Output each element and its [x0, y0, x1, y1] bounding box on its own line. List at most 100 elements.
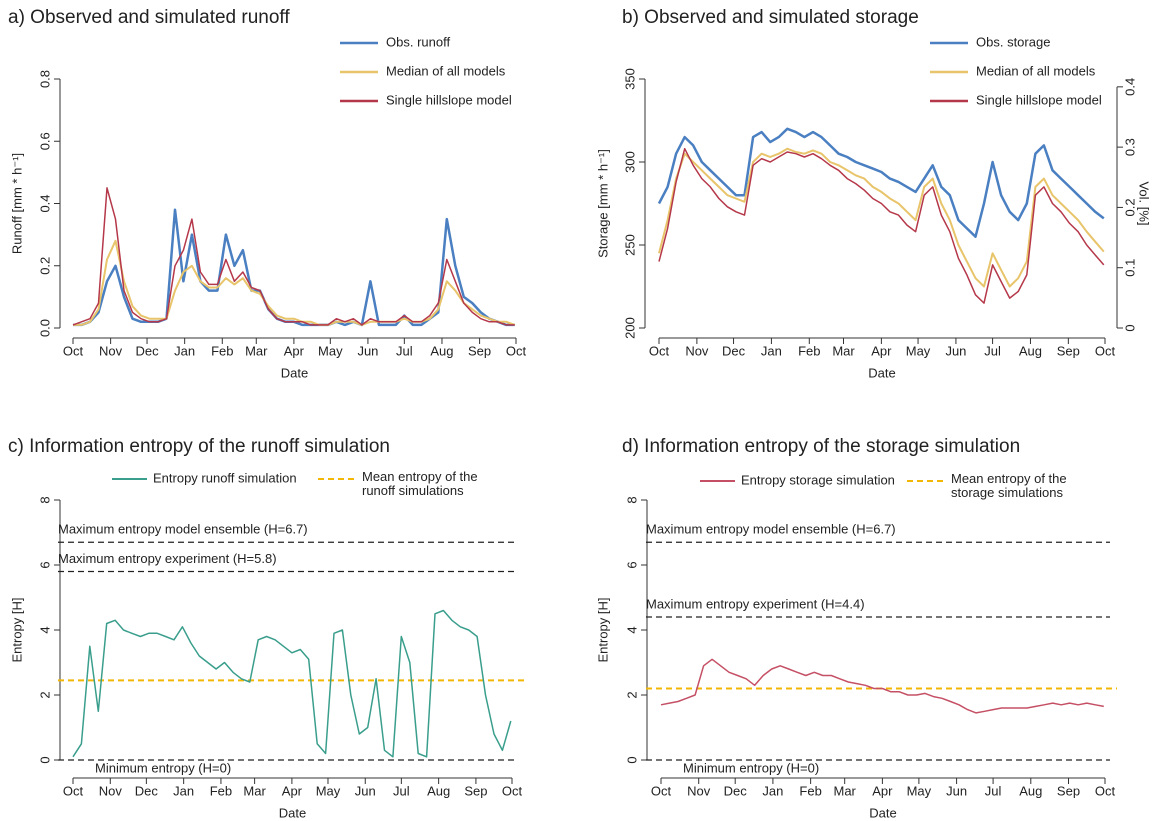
x-tick-label: May: [316, 783, 341, 798]
y-tick-label: 2: [37, 691, 52, 698]
y-tick-label: 4: [37, 626, 52, 633]
x-tick-label: Nov: [685, 343, 709, 358]
x-axis-label: Date: [281, 365, 308, 380]
x-tick-label: Jul: [393, 783, 410, 798]
x-tick-label: Dec: [135, 343, 159, 358]
x-tick-label: May: [906, 343, 931, 358]
x-tick-label: Jun: [357, 343, 378, 358]
x-tick-label: Feb: [211, 343, 233, 358]
x-tick-label: May: [907, 783, 932, 798]
y2-tick-label: 0.2: [1122, 198, 1137, 216]
legend-label: Median of all models: [976, 63, 1096, 78]
x-tick-label: Aug: [427, 783, 450, 798]
legend-label: Mean entropy of the storage simulations: [951, 472, 1067, 500]
x-tick-label: Oct: [63, 343, 84, 358]
x-axis-label: Date: [279, 805, 306, 820]
x-tick-label: Aug: [1019, 343, 1042, 358]
legend-label: Mean entropy of the runoff simulations: [362, 470, 478, 498]
y2-tick-label: 0.3: [1122, 138, 1137, 156]
y-tick-label: 4: [624, 626, 639, 633]
x-tick-label: Jul: [396, 343, 413, 358]
x-tick-label: Feb: [799, 783, 821, 798]
x-tick-label: Feb: [210, 783, 232, 798]
x-tick-label: May: [318, 343, 343, 358]
y-tick-label: 300: [622, 151, 637, 173]
legend-label: Single hillslope model: [386, 92, 512, 107]
x-tick-label: Apr: [871, 343, 892, 358]
y-axis-label: Entropy [H]: [595, 597, 610, 662]
x-tick-label: Dec: [722, 343, 746, 358]
chart-title: d) Information entropy of the storage si…: [622, 436, 1020, 457]
reference-label: Maximum entropy model ensemble (H=6.7): [646, 522, 896, 537]
x-axis-label: Date: [868, 365, 895, 380]
legend-label: Single hillslope model: [976, 92, 1102, 107]
x-tick-label: Sep: [468, 343, 491, 358]
x-tick-label: Jun: [355, 783, 376, 798]
y-tick-label: 200: [622, 317, 637, 339]
legend-label: Obs. storage: [976, 34, 1050, 49]
legend-box: Mean entropy of the runoff simulations: [362, 470, 478, 498]
legend-label: Entropy runoff simulation: [153, 470, 297, 485]
x-tick-label: Sep: [1057, 783, 1080, 798]
x-tick-label: Oct: [63, 783, 84, 798]
x-tick-label: Jan: [762, 783, 783, 798]
chart-title: b) Observed and simulated storage: [622, 7, 919, 28]
y2-tick-label: 0: [1122, 324, 1137, 331]
y-axis-label: Storage [mm * h⁻¹]: [595, 149, 610, 258]
y-axis-label: Runoff [mm * h⁻¹]: [9, 153, 24, 254]
x-tick-label: Jul: [984, 343, 1001, 358]
x-tick-label: Oct: [651, 783, 672, 798]
y-tick-label: 6: [37, 561, 52, 568]
data-line: [72, 609, 512, 758]
y-tick-label: 0.0: [37, 319, 52, 337]
y-tick-label: 0: [624, 756, 639, 763]
x-tick-label: Mar: [243, 783, 266, 798]
x-tick-label: Dec: [135, 783, 159, 798]
x-tick-label: Feb: [798, 343, 820, 358]
y-tick-label: 0: [37, 756, 52, 763]
data-line: [658, 147, 1105, 304]
x-tick-label: Mar: [245, 343, 268, 358]
y-tick-label: 6: [624, 561, 639, 568]
reference-label: Minimum entropy (H=0): [683, 760, 819, 775]
legend-label: Obs. runoff: [386, 34, 450, 49]
reference-label: Minimum entropy (H=0): [95, 760, 231, 775]
x-tick-label: Aug: [1019, 783, 1042, 798]
x-tick-label: Apr: [872, 783, 893, 798]
x-tick-label: Jun: [946, 783, 967, 798]
x-tick-label: Nov: [687, 783, 711, 798]
x-tick-label: Jun: [945, 343, 966, 358]
x-tick-label: Sep: [1057, 343, 1080, 358]
y-tick-label: 0.2: [37, 257, 52, 275]
data-line: [73, 208, 515, 327]
x-tick-label: Apr: [284, 343, 305, 358]
y-tick-label: 8: [624, 496, 639, 503]
x-tick-label: Aug: [430, 343, 453, 358]
y2-axis-label: Vol. [%]: [1137, 181, 1152, 225]
x-tick-label: Jan: [761, 343, 782, 358]
x-tick-label: Mar: [833, 783, 856, 798]
y-tick-label: 2: [624, 691, 639, 698]
x-tick-label: Jan: [173, 783, 194, 798]
y2-tick-label: 0.1: [1122, 259, 1137, 277]
x-tick-label: Oct: [649, 343, 670, 358]
x-tick-label: Oct: [1095, 783, 1116, 798]
reference-label: Maximum entropy experiment (H=4.4): [646, 596, 865, 611]
y-tick-label: 0.4: [37, 194, 52, 212]
y-tick-label: 0.8: [37, 70, 52, 88]
y-tick-label: 350: [622, 68, 637, 90]
data-line: [660, 658, 1104, 714]
y-tick-label: 8: [37, 496, 52, 503]
x-tick-label: Oct: [1095, 343, 1116, 358]
data-line: [73, 239, 516, 326]
y2-tick-label: 0.4: [1122, 78, 1137, 96]
reference-label: Maximum entropy experiment (H=5.8): [58, 551, 277, 566]
chart-title: c) Information entropy of the runoff sim…: [8, 436, 390, 457]
x-tick-label: Nov: [99, 783, 123, 798]
y-tick-label: 250: [622, 234, 637, 256]
x-tick-label: Jul: [985, 783, 1002, 798]
chart-title: a) Observed and simulated runoff: [8, 7, 290, 28]
y-axis-label: Entropy [H]: [9, 597, 24, 662]
legend-box: Mean entropy of the storage simulations: [951, 472, 1067, 500]
